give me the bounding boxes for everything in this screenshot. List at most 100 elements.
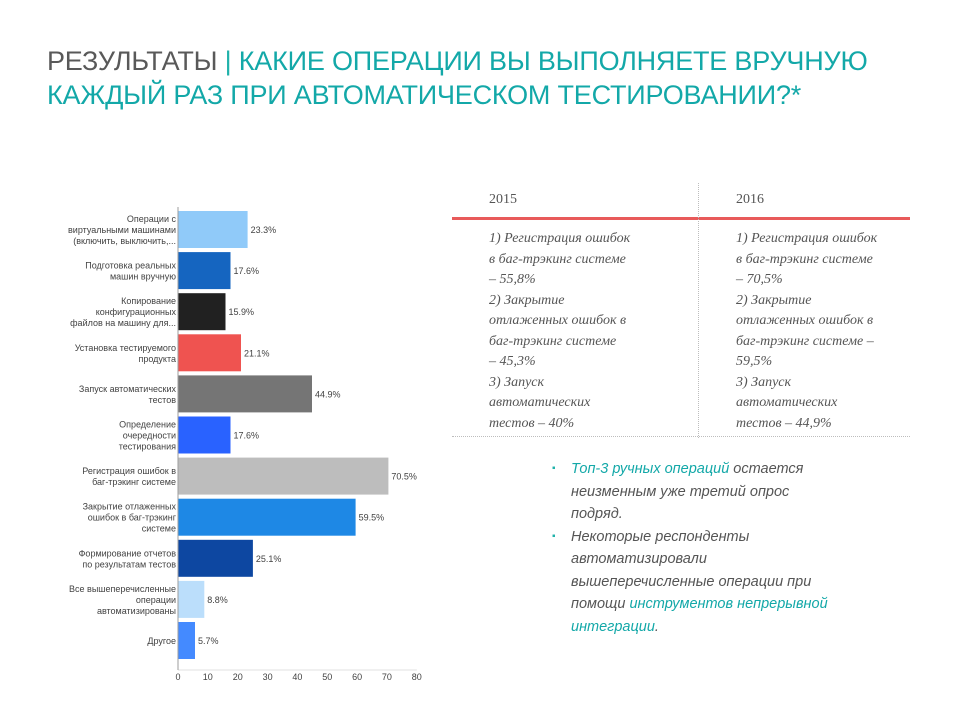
x-tick-label: 10: [203, 672, 213, 682]
category-label: (включить, выключить,...: [73, 236, 176, 246]
bullet-icon: ▪: [552, 463, 556, 474]
table-bottom-rule: [452, 436, 910, 437]
bar-value-label: 17.6%: [234, 431, 260, 441]
column-2016-line: 2) Закрытие: [736, 292, 812, 308]
bullet-icon: ▪: [552, 530, 556, 542]
note-highlight: Топ-3 ручных операций: [571, 461, 730, 477]
bar: [178, 622, 195, 659]
page-title: РЕЗУЛЬТАТЫ | КАКИЕ ОПЕРАЦИИ ВЫ ВЫПОЛНЯЕТ…: [47, 44, 907, 112]
title-results: РЕЗУЛЬТАТЫ: [47, 46, 218, 76]
bar-value-label: 70.5%: [391, 472, 417, 482]
bar: [178, 252, 231, 290]
title-question-line2: КАЖДЫЙ РАЗ ПРИ АВТОМАТИЧЕСКОМ ТЕСТИРОВАН…: [47, 80, 802, 110]
table-header-rule: [452, 217, 910, 220]
bar: [178, 211, 248, 248]
column-2016-line: баг-трэкинг системе –: [736, 333, 874, 349]
category-label: Закрытие отлаженных: [83, 502, 177, 512]
bar: [178, 416, 231, 454]
table-column-divider: [698, 183, 699, 438]
column-2015-line: отлаженных ошибок в: [489, 313, 627, 328]
column-2015-line: баг-трэкинг системе: [489, 333, 617, 349]
category-label: тестирования: [119, 442, 176, 452]
summary-notes: ▪ Топ-3 ручных операций остается неизмен…: [552, 458, 842, 638]
bar: [178, 293, 226, 331]
category-label: Операции с: [127, 214, 177, 224]
column-2016-line: 3) Запуск: [736, 374, 792, 390]
category-label: автоматизированы: [97, 606, 176, 616]
note-item: ▪ Топ-3 ручных операций остается неизмен…: [552, 458, 842, 526]
category-label: Все вышеперечисленные: [69, 584, 176, 594]
note-text: остается неизменным уже третий опрос под…: [571, 461, 804, 522]
category-label: машин вручную: [110, 272, 176, 282]
column-2015-line: 2) Закрытие: [489, 292, 565, 308]
column-2016-line: отлаженных ошибок в: [736, 313, 874, 328]
bar-value-label: 59.5%: [359, 513, 385, 523]
x-tick-label: 50: [322, 672, 332, 682]
bar: [178, 498, 356, 536]
bar-value-label: 25.1%: [256, 554, 282, 564]
category-label: Регистрация ошибок в: [82, 466, 176, 476]
x-tick-label: 30: [263, 672, 273, 682]
category-label: системе: [142, 524, 176, 534]
bar-value-label: 23.3%: [251, 225, 277, 235]
column-2016-text: 1) Регистрация ошибок в баг-трэкинг сист…: [736, 229, 877, 434]
column-2016-line: 59,5%: [736, 354, 773, 369]
x-tick-label: 60: [352, 672, 362, 682]
column-2016-line: в баг-трэкинг системе: [736, 251, 873, 267]
bar: [178, 334, 241, 372]
category-label: очередности: [123, 431, 176, 441]
category-label: Формирование отчетов: [79, 548, 177, 558]
category-label: операции: [136, 595, 176, 605]
column-2016-line: автоматических: [736, 395, 838, 410]
bar-value-label: 15.9%: [229, 307, 255, 317]
category-label: виртуальными машинами: [68, 225, 176, 235]
note-text-end: .: [654, 618, 659, 635]
bar: [178, 580, 205, 618]
x-tick-label: 20: [233, 672, 243, 682]
column-2015-line: 3) Запуск: [489, 374, 545, 390]
category-label: Определение: [119, 420, 176, 430]
category-label: ошибок в баг-трэкинг: [88, 513, 177, 523]
category-label: Подготовка реальных: [85, 261, 176, 271]
category-label: конфигурационных: [96, 307, 177, 317]
column-2015-line: 1) Регистрация ошибок: [489, 231, 631, 246]
note-text: Некоторые респонденты автоматизировали в…: [571, 528, 812, 613]
note-highlight: инструментов непрерывной интеграции: [571, 596, 828, 635]
column-2015-line: – 45,3%: [489, 354, 536, 369]
bar: [178, 457, 389, 495]
bar: [178, 539, 253, 577]
column-2015-text: 1) Регистрация ошибок в баг-трэкинг сист…: [489, 229, 630, 434]
note-item: ▪ Некоторые респонденты автоматизировали…: [552, 526, 842, 639]
bar-value-label: 44.9%: [315, 389, 341, 399]
x-tick-label: 80: [412, 672, 422, 682]
x-tick-label: 70: [382, 672, 392, 682]
bar-value-label: 8.8%: [207, 595, 228, 605]
bar: [178, 375, 312, 413]
column-2015-line: автоматических: [489, 395, 591, 410]
category-label: по результатам тестов: [82, 559, 176, 569]
category-label: продукта: [138, 354, 176, 364]
title-separator: |: [224, 46, 232, 76]
category-label: Запуск автоматических: [79, 384, 177, 394]
bar-value-label: 21.1%: [244, 348, 270, 358]
category-label: Копирование: [121, 296, 176, 306]
category-label: баг-трэкинг системе: [92, 477, 176, 487]
bar-value-label: 17.6%: [234, 266, 260, 276]
category-label: Установка тестируемого: [75, 343, 176, 353]
column-2016-line: тестов – 44,9%: [736, 415, 832, 431]
category-label: файлов на машину для...: [70, 318, 176, 328]
category-label: Другое: [147, 636, 176, 646]
column-2016-year: 2016: [736, 192, 764, 207]
comparison-table: 2015 1) Регистрация ошибок в баг-трэкинг…: [452, 183, 910, 438]
x-tick-label: 40: [292, 672, 302, 682]
column-2015-line: тестов – 40%: [489, 415, 575, 431]
bar-value-label: 5.7%: [198, 636, 219, 646]
column-2016-line: 1) Регистрация ошибок: [736, 231, 878, 246]
title-question-line1: КАКИЕ ОПЕРАЦИИ ВЫ ВЫПОЛНЯЕТЕ ВРУЧНУЮ: [238, 46, 868, 76]
category-label: тестов: [149, 395, 177, 405]
column-2015-line: в баг-трэкинг системе: [489, 251, 626, 267]
x-tick-label: 0: [175, 672, 180, 682]
column-2016-line: – 70,5%: [736, 272, 783, 287]
column-2015-line: – 55,8%: [489, 272, 536, 287]
